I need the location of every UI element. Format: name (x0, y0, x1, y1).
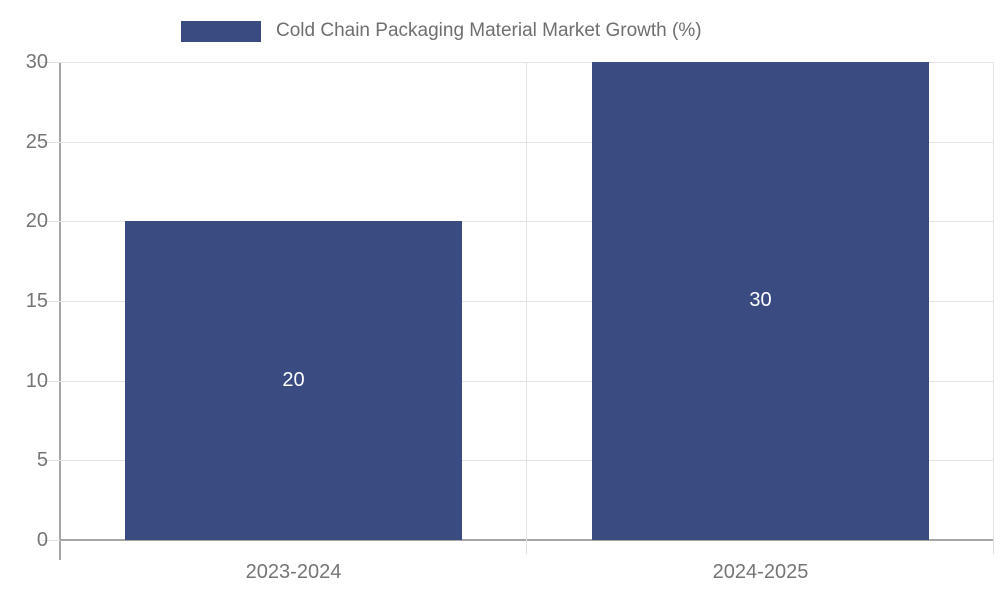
x-tick-label: 2023-2024 (245, 561, 342, 583)
y-tick-label: 15 (25, 290, 48, 312)
gridline-y (60, 62, 994, 63)
legend-label: Cold Chain Packaging Material Market Gro… (276, 20, 702, 41)
y-tick-label: 25 (25, 130, 48, 153)
bar: 20 (125, 221, 462, 540)
gridline-y (60, 141, 994, 143)
x-axis-tick (526, 540, 527, 554)
gridline-x (993, 62, 994, 540)
y-tick-label: 20 (25, 210, 48, 233)
gridline-x (526, 62, 527, 540)
x-axis-tick (993, 540, 994, 554)
y-axis-tick (42, 62, 60, 63)
bar-value-label: 20 (282, 368, 305, 391)
y-axis-line (59, 62, 61, 560)
y-axis-tick (42, 301, 60, 302)
y-axis-tick (42, 221, 60, 223)
plot-area: 0 5 10 15 20 25 30 20 2023-2024 30 2024-2025 (26, 51, 994, 583)
x-tick-label: 2024-2025 (712, 561, 809, 583)
y-axis-tick (42, 460, 60, 462)
bar-value-label: 30 (749, 289, 772, 311)
gridline-y (60, 221, 994, 223)
y-axis-tick (42, 540, 60, 541)
y-tick-label: 10 (25, 369, 48, 392)
y-tick-label: 5 (36, 449, 48, 472)
y-tick-label: 30 (25, 51, 48, 73)
y-axis-tick (42, 380, 60, 382)
y-tick-label: 0 (36, 529, 48, 551)
x-axis-line (60, 539, 994, 541)
gridline-y (60, 380, 994, 382)
gridline-y (60, 460, 994, 462)
bar: 30 (592, 62, 929, 540)
legend-item[interactable]: Cold Chain Packaging Material Market Gro… (181, 20, 702, 42)
legend-swatch (181, 20, 261, 42)
gridline-y (60, 301, 994, 302)
y-axis-tick (42, 141, 60, 143)
